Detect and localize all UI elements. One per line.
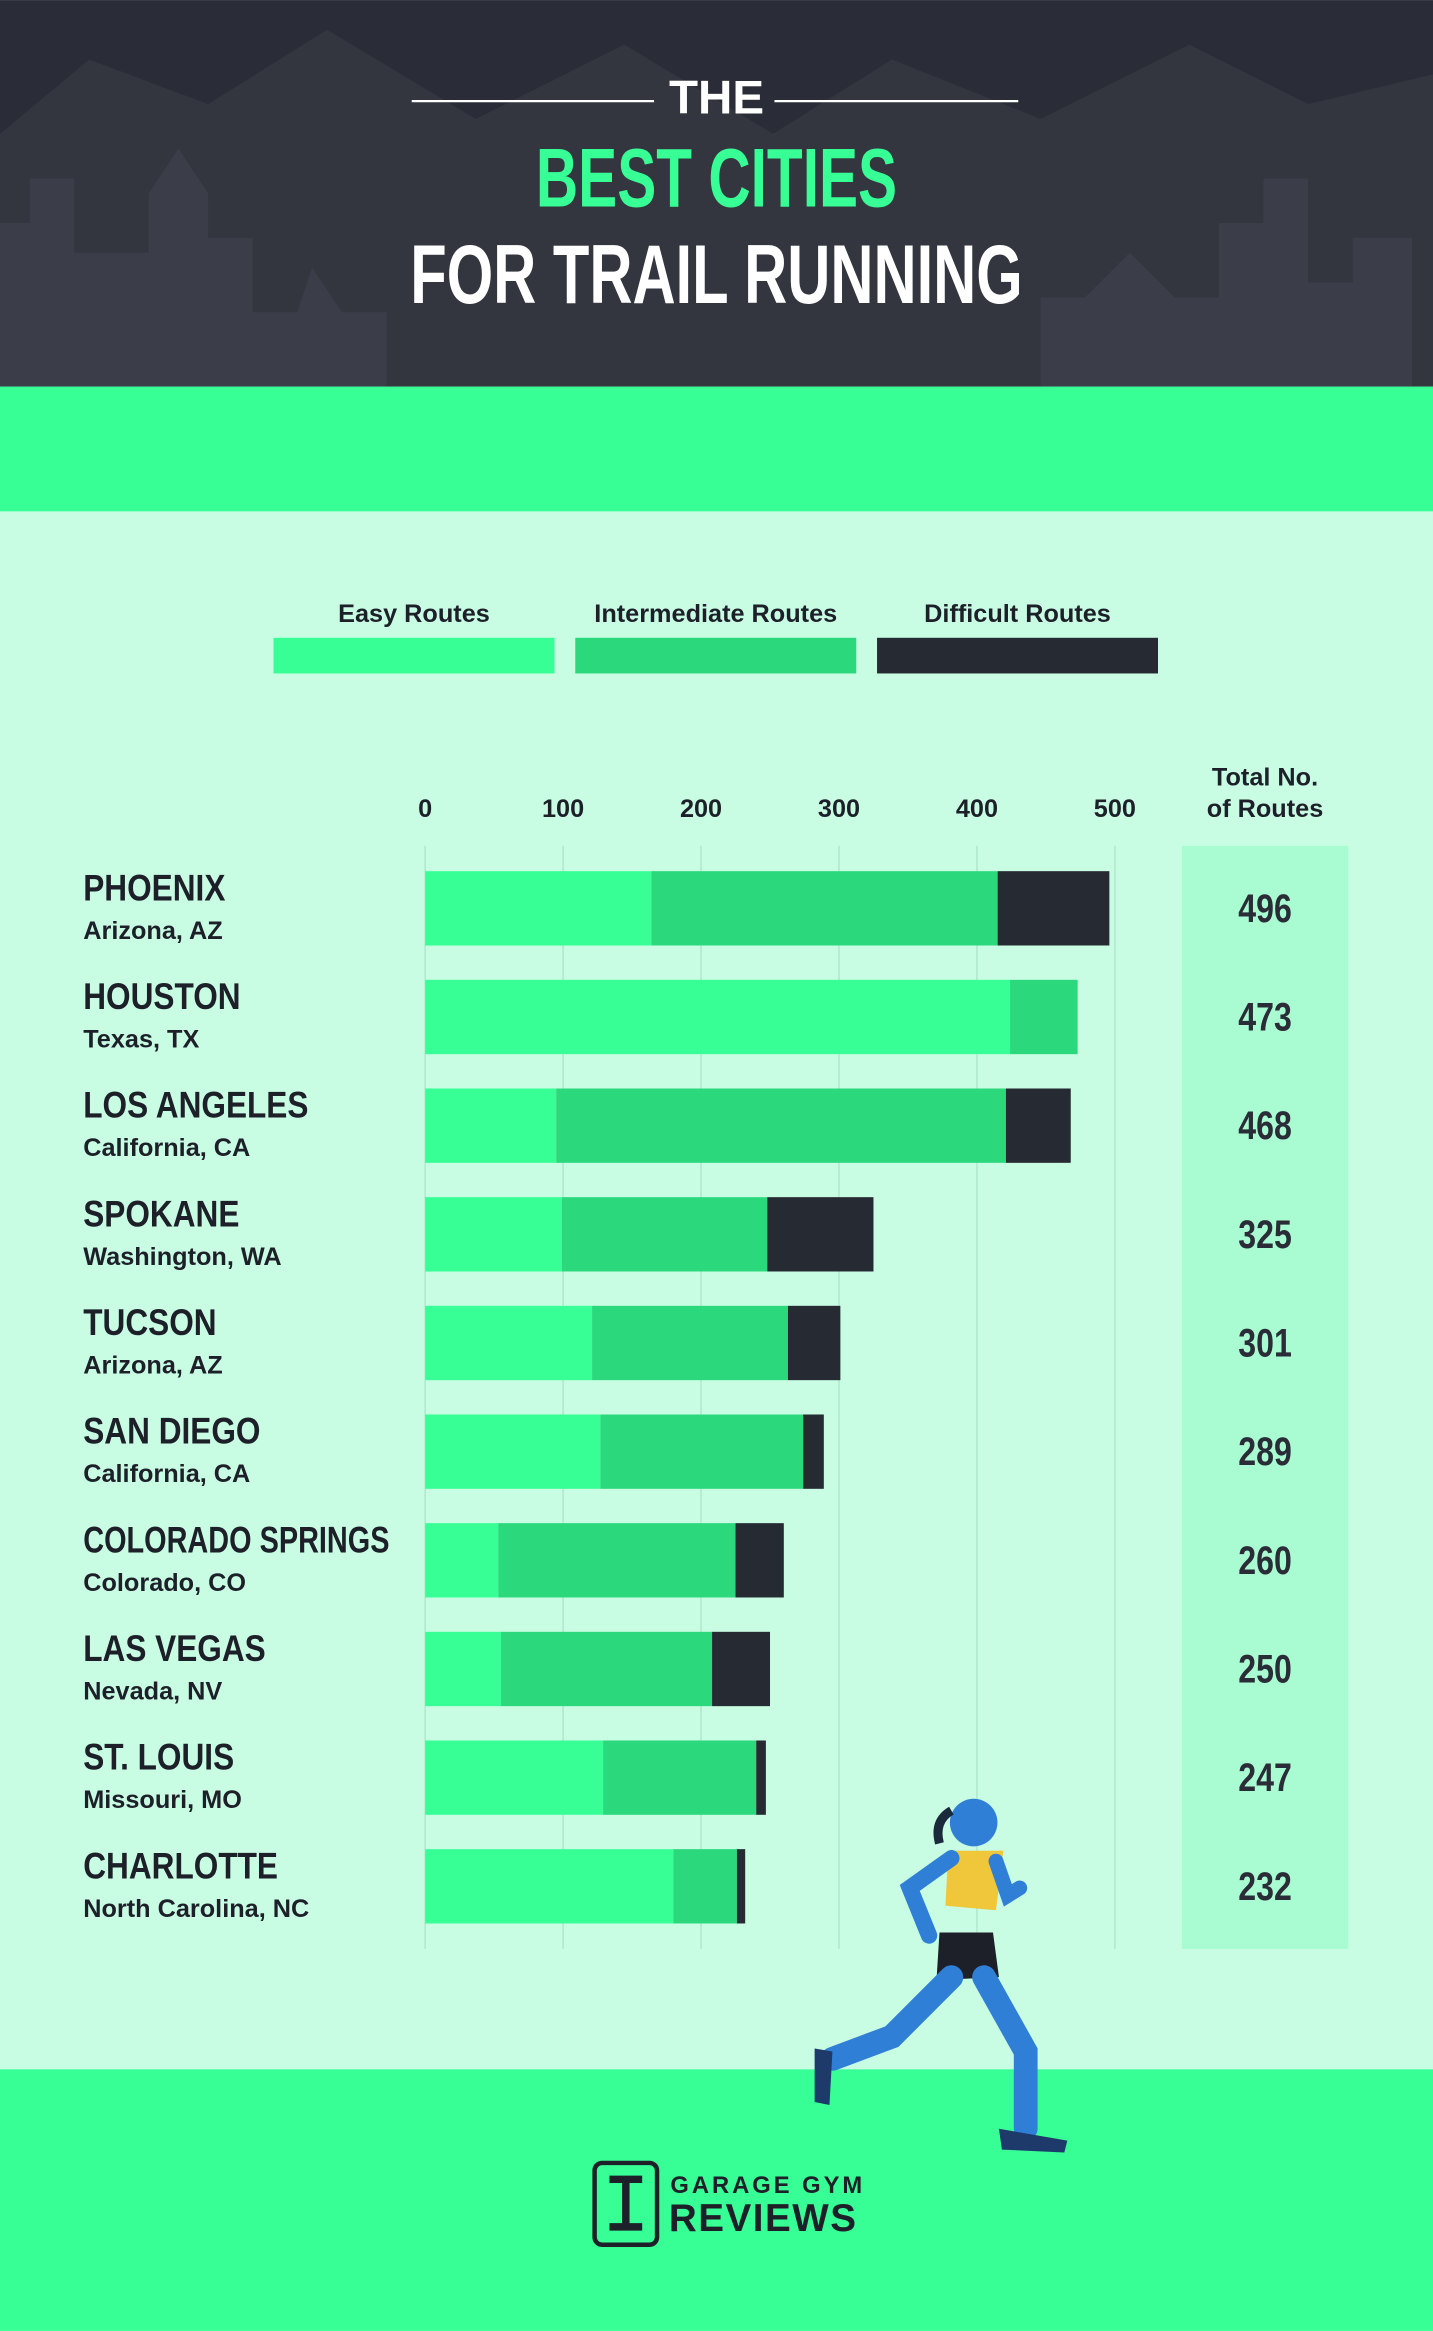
category-subtitle: Texas, TX [83,1025,199,1053]
category-label: TUCSON [83,1301,216,1343]
total-value: 468 [1238,1103,1292,1148]
totals-header: of Routes [1207,795,1324,823]
bar-segment [803,1414,824,1489]
total-value: 260 [1238,1538,1292,1583]
category-subtitle: Arizona, AZ [83,917,222,945]
total-value: 301 [1238,1321,1292,1366]
bar-segment [736,1849,746,1924]
x-tick-label: 500 [1094,795,1136,823]
total-value: 496 [1238,886,1292,931]
legend-label: Difficult Routes [924,600,1111,628]
x-tick-label: 0 [418,795,432,823]
bar-segment [425,1523,499,1598]
bar-segment [425,1197,562,1272]
bar-segment [501,1631,713,1707]
bar-segment [425,1305,593,1381]
total-value: 250 [1238,1647,1292,1692]
legend-label: Intermediate Routes [594,600,837,628]
mountains [0,29,1433,387]
bar-segment [673,1849,737,1924]
total-value: 473 [1238,995,1292,1040]
category-label: LAS VEGAS [83,1627,266,1669]
category-subtitle: California, CA [83,1460,250,1488]
total-value: 289 [1238,1429,1292,1474]
totals-column [1181,845,1349,1949]
bar-segment [556,1088,1006,1163]
category-label: SAN DIEGO [83,1410,260,1452]
bar-segment [756,1740,766,1815]
total-value: 325 [1238,1212,1292,1257]
x-tick-label: 200 [680,795,722,823]
title: BEST CITIES [536,131,897,224]
x-tick-label: 100 [542,795,584,823]
bar-segment [603,1740,757,1815]
category-label: HOUSTON [83,975,240,1017]
legend-swatch [877,637,1158,674]
runner [814,1798,1068,2153]
bar-segment [498,1523,736,1598]
bar-segment [712,1631,771,1707]
legend-swatch [273,637,555,674]
legend-label: Easy Routes [338,600,490,628]
bar-segment [1010,979,1078,1055]
bar-segment [767,1197,874,1272]
bar-segment [561,1197,768,1272]
category-label: CHARLOTTE [83,1844,278,1886]
bar-segment [1005,1088,1071,1163]
bar-segment [425,1414,601,1489]
footer-bg [0,2069,1433,2331]
bar-segment [787,1305,841,1381]
skyline [0,148,1413,387]
title: THE [669,72,764,125]
category-label: ST. LOUIS [83,1736,234,1778]
category-label: COLORADO SPRINGS [83,1518,389,1560]
x-tick-label: 400 [956,795,998,823]
bar-segment [997,871,1110,946]
category-label: PHOENIX [83,866,225,908]
category-subtitle: Arizona, AZ [83,1351,222,1379]
category-subtitle: Colorado, CO [83,1569,246,1597]
totals-header: Total No. [1212,764,1318,792]
legend-swatch [575,637,857,674]
category-label: SPOKANE [83,1192,239,1234]
bar-segment [592,1305,788,1381]
title: FOR TRAIL RUNNING [410,228,1022,321]
brand-logo [592,2160,660,2247]
total-value: 232 [1238,1864,1292,1909]
bar-segment [651,871,998,946]
brand: GARAGE GYM [670,2172,865,2199]
bar-segment [425,979,1011,1055]
bar-segment [735,1523,784,1598]
category-label: LOS ANGELES [83,1084,308,1126]
category-subtitle: California, CA [83,1134,250,1162]
category-subtitle: Nevada, NV [83,1677,222,1705]
brand: REVIEWS [669,2197,858,2240]
bar-segment [425,1740,604,1815]
bar-segment [425,1849,674,1924]
band [0,386,1433,512]
total-value: 247 [1238,1755,1292,1800]
category-subtitle: Washington, WA [83,1243,281,1271]
category-subtitle: Missouri, MO [83,1786,242,1814]
bar-segment [600,1414,804,1489]
category-subtitle: North Carolina, NC [83,1895,309,1923]
x-tick-label: 300 [818,795,860,823]
bar-segment [425,1631,502,1707]
bar-segment [425,1088,557,1163]
bar-segment [425,871,652,946]
